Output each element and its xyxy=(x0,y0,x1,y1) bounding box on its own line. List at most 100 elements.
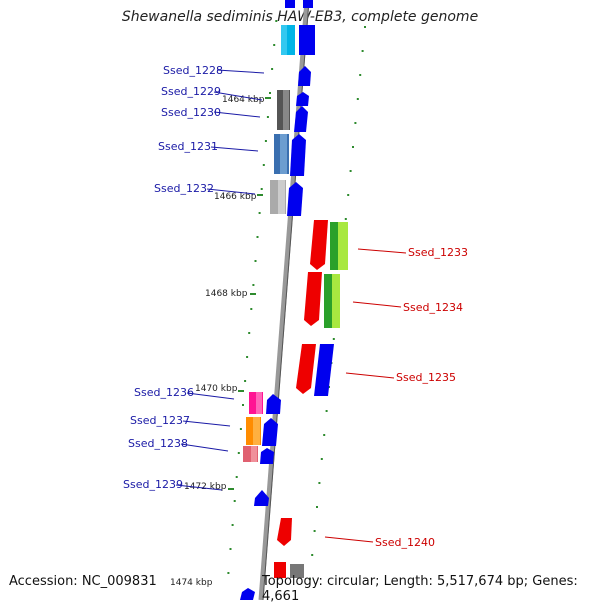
tick-label-1474: 1474 kbp xyxy=(170,578,213,588)
gene-label-1232: Ssed_1232 xyxy=(154,182,214,195)
gene-arrow-1236 xyxy=(266,394,281,414)
rail-dot-left xyxy=(235,476,238,478)
gene-feature-blue-top-2 xyxy=(303,0,313,8)
accession-text: Accession: NC_009831 xyxy=(9,574,157,589)
rail-dot-right xyxy=(318,482,321,484)
tick-mark-1470 xyxy=(238,390,244,392)
rail-dot-left xyxy=(246,356,249,358)
tick-label-1466: 1466 kbp xyxy=(214,192,257,202)
cog-block-1237-shade xyxy=(253,417,260,445)
rail-dot-right xyxy=(316,506,318,508)
gene-label-1236: Ssed_1236 xyxy=(134,386,194,399)
tick-label-1472: 1472 kbp xyxy=(184,482,227,492)
gene-label-1233: Ssed_1233 xyxy=(408,246,468,259)
rail-dot-left xyxy=(237,452,240,454)
rail-dot-left xyxy=(244,380,247,382)
tick-mark-1466 xyxy=(257,194,263,196)
rail-dot-right xyxy=(359,74,362,76)
gene-label-1231: Ssed_1231 xyxy=(158,140,218,153)
rail-dot-left xyxy=(233,500,236,502)
cog-block-1238-shade xyxy=(251,446,257,462)
gene-arrow-1233 xyxy=(310,220,328,270)
rail-dot-right xyxy=(347,194,350,196)
gene-label-1234: Ssed_1234 xyxy=(403,301,463,314)
cog-block-1233-shade xyxy=(338,222,348,270)
cog-block-1229-shade xyxy=(283,90,289,130)
rail-dot-left xyxy=(227,572,230,574)
tick-mark-1468 xyxy=(250,293,256,295)
rail-dot-right xyxy=(349,170,352,172)
rail-dot-right xyxy=(313,530,316,532)
rail-dot-left xyxy=(242,404,244,406)
tick-labels: 1464 kbp 1466 kbp 1468 kbp 1470 kbp 1472… xyxy=(170,95,271,588)
gene-arrow-1229 xyxy=(296,92,309,106)
rail-dot-left xyxy=(229,548,232,550)
gene-arrow-1239 xyxy=(254,490,269,506)
map-title: Shewanella sediminis HAW-EB3, complete g… xyxy=(121,9,479,25)
rail-dot-right xyxy=(361,50,364,52)
rail-dot-right xyxy=(356,98,359,100)
cog-block-1231-shade xyxy=(280,134,287,174)
rail-dot-left xyxy=(250,308,253,310)
cog-block-bottom-gray xyxy=(290,564,304,578)
rail-dot-left xyxy=(248,332,251,334)
rail-dot-right xyxy=(354,122,357,124)
right-gene-label-text: Ssed_1233 Ssed_1234 Ssed_1235 Ssed_1240 xyxy=(375,246,468,549)
gene-label-1235: Ssed_1235 xyxy=(396,371,456,384)
rail-dot-right xyxy=(352,146,354,148)
rail-dot-right xyxy=(308,578,311,580)
rail-dot-left xyxy=(266,116,269,118)
tick-mark-1464 xyxy=(265,97,271,99)
gene-block-red-bottom xyxy=(274,562,286,578)
left-gene-labels xyxy=(175,69,265,491)
tick-label-1464: 1464 kbp xyxy=(222,95,265,105)
rail-dot-right xyxy=(332,338,335,340)
rail-dot-right xyxy=(344,218,347,220)
rail-dot-left xyxy=(269,92,271,94)
tick-mark-1472 xyxy=(228,488,234,490)
gene-arrow-bottom xyxy=(240,588,255,600)
cog-block-1236-shade xyxy=(256,392,262,414)
gene-arrow-1228 xyxy=(298,66,311,86)
tick-label-1468: 1468 kbp xyxy=(205,289,248,299)
gene-label-1238: Ssed_1238 xyxy=(128,437,188,450)
left-gene-label-text: Ssed_1228 Ssed_1229 Ssed_1230 Ssed_1231 … xyxy=(123,64,223,491)
reverse-genes xyxy=(274,220,328,578)
rail-dot-left xyxy=(256,236,259,238)
rail-dot-left xyxy=(262,164,265,166)
rail-dot-left xyxy=(273,44,276,46)
gene-feature-blue-top xyxy=(285,0,295,8)
cog-block-1234-shade xyxy=(332,274,340,328)
gene-arrow-1231 xyxy=(290,134,306,176)
gene-label-1239: Ssed_1239 xyxy=(123,478,183,491)
gene-arrow-1230 xyxy=(294,106,308,132)
gene-label-1240: Ssed_1240 xyxy=(375,536,435,549)
rail-dot-left xyxy=(275,20,278,22)
gene-arrow-1237 xyxy=(262,418,278,446)
gene-arrow-1234 xyxy=(304,272,322,326)
rail-dot-left xyxy=(231,524,234,526)
gene-label-1228: Ssed_1228 xyxy=(163,64,223,77)
gene-arrow-1238 xyxy=(260,448,274,464)
gene-label-1229: Ssed_1229 xyxy=(161,85,221,98)
rail-dot-left xyxy=(260,188,263,190)
rail-dot-left xyxy=(254,260,257,262)
rail-dot-left xyxy=(264,140,267,142)
gene-arrow-1235 xyxy=(296,344,316,394)
rail-dot-right xyxy=(323,434,326,436)
forward-genes xyxy=(240,66,334,600)
rail-dot-left xyxy=(271,68,274,70)
rail-dot-right xyxy=(364,26,366,28)
rail-dot-left xyxy=(239,428,242,430)
rail-dot-right xyxy=(320,458,323,460)
rail-dot-right xyxy=(311,554,314,556)
rail-dot-right xyxy=(325,410,328,412)
right-gene-labels xyxy=(324,248,407,543)
cog-block-1232-shade xyxy=(278,180,285,214)
gene-feature-blue xyxy=(299,25,315,55)
gene-label-1230: Ssed_1230 xyxy=(161,106,221,119)
rail-dot-left xyxy=(258,212,261,214)
gene-arrow-1235-blue xyxy=(314,344,334,396)
rail-dot-left xyxy=(252,284,255,286)
